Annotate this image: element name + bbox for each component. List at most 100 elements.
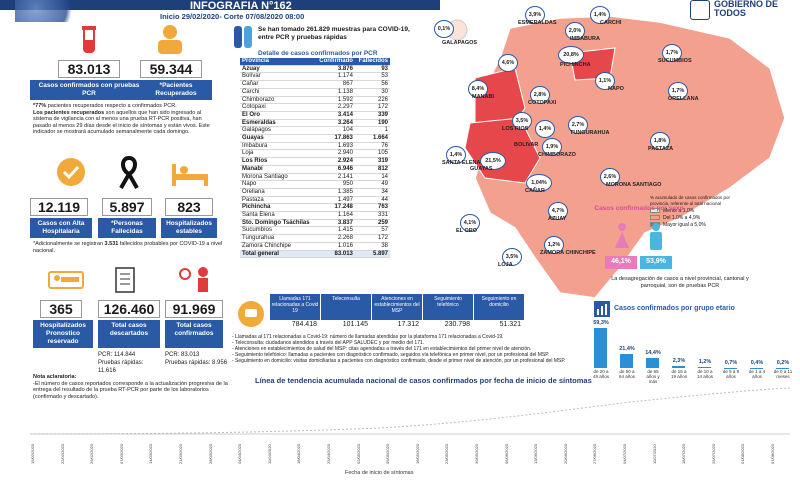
province-confirmed: 2.297 — [315, 103, 355, 112]
trend-date-label: 28/03/2020 — [207, 443, 213, 464]
province-confirmed: 1.497 — [315, 196, 355, 205]
tele-head: Teleconsulta — [321, 294, 371, 320]
age-chart-title: Casos confirmados por grupo etario — [614, 305, 735, 312]
province-confirmed: 2.924 — [315, 157, 355, 166]
discharged-value: 12.119 — [30, 198, 88, 216]
table-row: Sucumbíos 1.415 57 — [240, 226, 390, 236]
table-row: Loja 2.940 105 — [240, 149, 390, 159]
reserved-value: 365 — [40, 300, 82, 318]
legend-item: Del 1,0% a 4,9% — [650, 215, 750, 222]
footnote-heading: Nota aclaratoria: — [33, 374, 77, 380]
col-confirmado: Confirmado — [315, 58, 355, 66]
hospital-discharge-icon — [55, 156, 87, 188]
age-bar — [646, 358, 659, 368]
province-name: Zamora Chinchipe — [240, 242, 316, 251]
stable-label: Hospitalizados estables — [161, 218, 217, 238]
table-row: Manabí 6.946 812 — [240, 165, 390, 174]
province-deaths: 331 — [354, 211, 390, 220]
trend-xlabel: Fecha de inicio de síntomas — [345, 470, 414, 476]
trend-date-label: 30/05/2020 — [474, 443, 479, 464]
table-row: Azuay 3.876 93 — [240, 65, 390, 74]
province-deaths: 172 — [354, 234, 390, 243]
province-label: IMBABURA — [570, 36, 600, 42]
table-row: Pastaza 1.497 44 — [240, 196, 390, 205]
col-fallecidos: Fallecidos — [354, 58, 390, 66]
discarded-label: Total casos descartados — [98, 320, 160, 348]
province-label: SANTA ELENA — [442, 160, 481, 166]
footnote: Nota aclaratoria: -El número de casos re… — [33, 374, 228, 400]
province-name: Chimborazo — [240, 96, 316, 105]
deaths-note: *Adicionalmente se registran 3.531 falle… — [33, 241, 223, 254]
province-name: Morona Santiago — [240, 173, 316, 182]
age-bar-label: 0,2% — [776, 359, 790, 366]
trend-date-label: 13/06/2020 — [533, 443, 539, 464]
recovered-pct: *77% — [33, 103, 47, 109]
table-row: Esmeraldas 3.264 190 — [240, 119, 390, 128]
tele-head: Llamadas 171 relacionadas a Covid 19 — [270, 294, 320, 320]
doctor-phone-icon — [236, 300, 266, 328]
government-logo: GOBIERNO DE TODOS — [690, 0, 798, 20]
table-row: Los Ríos 2.924 319 — [240, 157, 390, 166]
trend-date-label: 06/06/2020 — [503, 443, 509, 464]
recovered-value: 59.344 — [140, 60, 202, 78]
age-category: de 10 a 14 años — [696, 369, 713, 379]
age-bar — [672, 366, 685, 368]
province-pct-bubble: 1,4% — [446, 146, 466, 164]
province-confirmed: 3.264 — [315, 119, 355, 128]
female-pct: 46,1% — [605, 256, 637, 269]
trend-date-label: 14/03/2020 — [148, 443, 154, 464]
discarded-rapid: 11.616 — [98, 368, 116, 374]
province-pct-bubble: 2,0% — [565, 22, 585, 40]
trend-date-label: 02/05/2020 — [355, 443, 361, 464]
confirmed-pcr-label: PCR: — [165, 352, 180, 358]
discarded-rapid-label: Pruebas rápidas: — [98, 360, 144, 366]
telemedicine-notes: - Llamadas al 171 relacionadas a Covid-1… — [232, 334, 612, 364]
page-subtitle: Inicio 29/02/2020- Corte 07/08/2020 08:0… — [160, 12, 305, 21]
trend-date-label: 11/04/2020 — [266, 444, 272, 464]
table-row: Morona Santiago 2.141 14 — [240, 173, 390, 182]
province-pct-bubble: 2,8% — [530, 86, 550, 104]
telemedicine-table: Llamadas 171 relacionadas a Covid 19 784.… — [270, 294, 525, 330]
discharged-label: Casos con Alta Hospitalaria — [30, 218, 92, 238]
province-pct-bubble: 2,7% — [568, 116, 588, 134]
province-confirmed: 2.268 — [315, 234, 355, 243]
province-deaths: 57 — [354, 226, 390, 236]
province-confirmed: 1.138 — [315, 88, 355, 97]
female-icon — [612, 222, 632, 254]
trend-date-label: 09/05/2020 — [385, 443, 391, 464]
table-total-row: Total general 83.013 5.897 — [240, 250, 390, 259]
discarded-pcr-label: PCR: — [98, 352, 113, 358]
province-label: AZUAY — [548, 216, 567, 222]
table-row: Cotopaxi 2.297 172 — [240, 103, 390, 112]
age-chart-icon — [593, 300, 611, 318]
province-deaths: 812 — [354, 165, 390, 174]
province-confirmed: 2.141 — [315, 173, 355, 182]
province-name: Napo — [240, 180, 316, 189]
virus-decoration-icon — [15, 0, 85, 22]
province-deaths: 76 — [354, 142, 390, 151]
trend-date-label: 20/06/2020 — [562, 443, 568, 464]
age-category: de 1 a 4 años — [748, 369, 766, 379]
province-pct-bubble: 1,7% — [668, 82, 688, 100]
page-title: INFOGRAFIA N°162 — [190, 0, 292, 12]
province-pct-bubble: 3,5% — [512, 112, 532, 130]
ecuador-map: 0,1% GALAPAGOS 3,9% ESMERALDAS 1,4% CARCHI 2,0… — [430, 6, 800, 313]
province-name: Esmeraldas — [240, 119, 316, 128]
province-name: Orellana — [240, 188, 316, 197]
trend-date-label: 04/07/2020 — [622, 443, 627, 464]
province-name: Loja — [240, 149, 316, 159]
province-label: CARCHI — [600, 20, 622, 26]
province-deaths: 1 — [354, 126, 390, 136]
confirmed-pcr2: 83.013 — [181, 352, 200, 358]
tele-value: 784.418 — [291, 321, 317, 328]
province-pct-bubble: 2,6% — [600, 168, 620, 186]
trend-date-label: 25/04/2020 — [326, 443, 331, 464]
stable-value: 823 — [165, 198, 213, 216]
header-band — [0, 0, 440, 10]
trend-chart-title: Línea de tendencia acumulada nacional de… — [255, 376, 592, 385]
province-label: TUNGURAHUA — [570, 130, 610, 136]
tele-note: - Llamadas al 171 relacionadas a Covid-1… — [232, 334, 504, 340]
province-deaths: 38 — [354, 242, 390, 251]
province-confirmed: 1.016 — [315, 242, 355, 251]
discarded-report-icon — [110, 266, 140, 294]
